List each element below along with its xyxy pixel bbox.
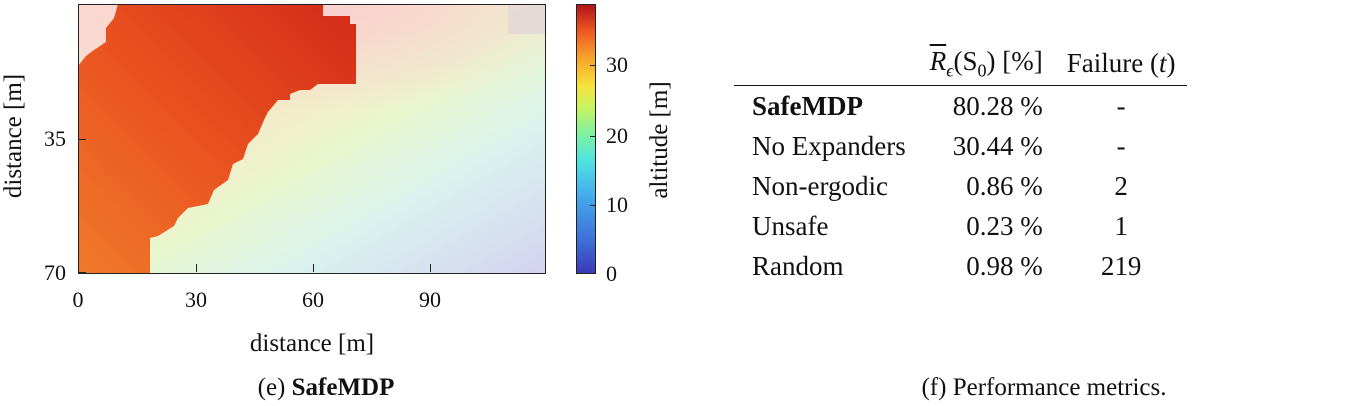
x-tick-mark bbox=[196, 264, 197, 272]
x-tick-label: 90 bbox=[419, 287, 441, 312]
row-failure: - bbox=[1116, 130, 1126, 161]
altitude-map bbox=[78, 4, 546, 274]
x-tick-mark bbox=[430, 264, 431, 272]
reward-arg: (S bbox=[953, 46, 978, 76]
colorbar-tick-mark bbox=[590, 273, 596, 274]
row-method: Random bbox=[752, 250, 844, 281]
colorbar-tick-label: 30 bbox=[606, 52, 628, 77]
table-row: Random 0.98 % 219 bbox=[734, 246, 1187, 286]
safe-region bbox=[78, 4, 356, 274]
figure-e-caption: (e) SafeMDP bbox=[258, 374, 395, 402]
corner-grey bbox=[508, 4, 546, 34]
failure-var: t bbox=[1158, 48, 1167, 79]
row-reward: 30.44 % bbox=[952, 130, 1043, 161]
table-header-row: Rϵ(S0) [%] Failure (t) bbox=[734, 46, 1188, 87]
colorbar-label: altitude [m] bbox=[646, 81, 673, 199]
failure-prefix: Failure ( bbox=[1066, 48, 1159, 79]
y-axis-label: distance [m] bbox=[0, 73, 27, 199]
row-method: Unsafe bbox=[752, 210, 829, 241]
header-reward: Rϵ(S0) [%] bbox=[917, 46, 1055, 87]
performance-table: Rϵ(S0) [%] Failure (t) SafeMDP 80.28 % -… bbox=[734, 46, 1188, 286]
colorbar-tick-label: 20 bbox=[606, 123, 628, 148]
row-failure: 1 bbox=[1114, 210, 1128, 241]
table-row: Non-ergodic 0.86 % 2 bbox=[734, 166, 1187, 206]
y-tick-mark bbox=[78, 272, 86, 273]
x-tick-mark bbox=[313, 264, 314, 272]
header-failure: Failure (t) bbox=[1054, 46, 1188, 87]
reward-unit: [%] bbox=[995, 46, 1043, 76]
caption-bold: SafeMDP bbox=[291, 374, 395, 401]
row-failure: 2 bbox=[1114, 170, 1128, 201]
reward-close: ) bbox=[986, 46, 996, 76]
colorbar-tick-mark bbox=[590, 136, 596, 137]
colorbar-tick-mark bbox=[590, 205, 596, 206]
x-axis-label: distance [m] bbox=[249, 330, 375, 357]
colorbar-tick-label: 0 bbox=[606, 261, 617, 286]
colorbar-tick-mark bbox=[590, 65, 596, 66]
row-failure: 219 bbox=[1100, 250, 1142, 281]
row-reward: 80.28 % bbox=[952, 90, 1043, 121]
reward-subscript: ϵ bbox=[946, 60, 954, 81]
row-method: SafeMDP bbox=[734, 86, 918, 127]
x-tick-mark bbox=[78, 264, 79, 272]
row-method: No Expanders bbox=[752, 130, 906, 161]
table-row: No Expanders 30.44 % - bbox=[734, 126, 1187, 166]
caption-prefix: (e) bbox=[257, 374, 292, 401]
x-tick-label: 0 bbox=[72, 287, 84, 312]
row-failure: - bbox=[1116, 90, 1126, 121]
row-method: Non-ergodic bbox=[752, 170, 888, 201]
y-tick-mark bbox=[78, 139, 86, 140]
colorbar-tick-label: 10 bbox=[606, 192, 628, 217]
y-tick-label: 70 bbox=[44, 260, 66, 285]
x-tick-label: 60 bbox=[302, 287, 324, 312]
figure-f-caption: (f) Performance metrics. bbox=[921, 374, 1167, 401]
reward-symbol: R bbox=[929, 46, 947, 76]
failure-suffix: ) bbox=[1166, 48, 1176, 79]
row-reward: 0.98 % bbox=[966, 250, 1043, 281]
x-tick-label: 30 bbox=[185, 287, 207, 312]
reward-arg-subscript: 0 bbox=[977, 60, 987, 81]
y-tick-label: 35 bbox=[44, 126, 66, 151]
header-method bbox=[734, 46, 918, 87]
colorbar bbox=[576, 4, 596, 274]
method-name: SafeMDP bbox=[752, 90, 863, 121]
row-reward: 0.23 % bbox=[966, 210, 1043, 241]
table-row: SafeMDP 80.28 % - bbox=[734, 86, 1187, 127]
table-row: Unsafe 0.23 % 1 bbox=[734, 206, 1187, 246]
row-reward: 0.86 % bbox=[966, 170, 1043, 201]
